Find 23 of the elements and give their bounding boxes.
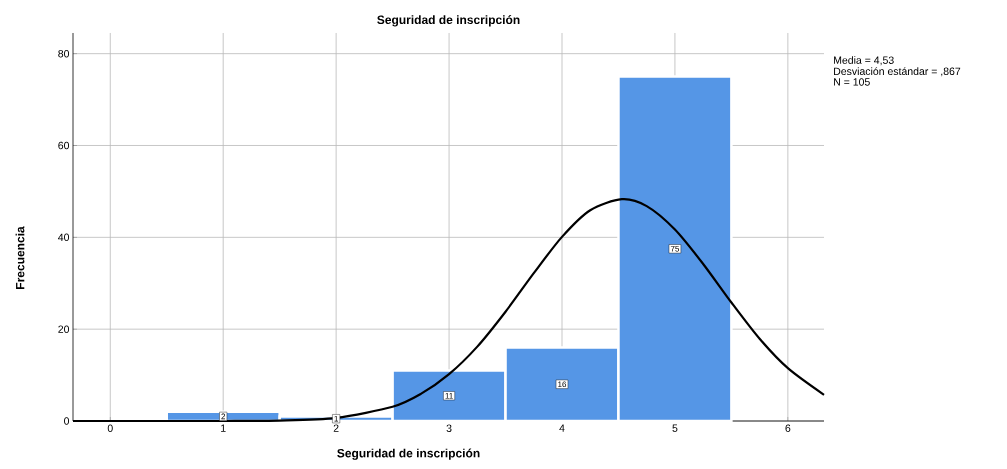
y-axis-title: Frecuencia bbox=[15, 226, 25, 289]
data-label: 11 bbox=[445, 392, 453, 399]
y-tick-label: 80 bbox=[58, 49, 70, 58]
data-label: 75 bbox=[670, 246, 680, 252]
x-tick-label: 0 bbox=[107, 424, 113, 432]
y-tick-label: 40 bbox=[58, 233, 70, 242]
text: Desviación estándar = ,867 bbox=[834, 67, 961, 77]
data-label: 1 bbox=[334, 415, 338, 422]
x-axis-title: Seguridad de inscripción bbox=[337, 448, 480, 460]
y-tick-label: 20 bbox=[58, 325, 70, 333]
x-tick-label: 6 bbox=[785, 424, 791, 432]
x-tick-label: 2 bbox=[333, 424, 339, 432]
x-tick-label: 4 bbox=[559, 424, 565, 432]
chart-title: Seguridad de inscripción bbox=[377, 15, 520, 27]
x-tick-label: 1 bbox=[221, 424, 226, 432]
y-tick-label: 60 bbox=[58, 141, 70, 150]
text: Media = 4,53 bbox=[834, 56, 894, 66]
data-label: 16 bbox=[558, 381, 567, 388]
text: N = 105 bbox=[834, 78, 870, 86]
data-label: 2 bbox=[221, 413, 226, 420]
x-tick-label: 5 bbox=[672, 424, 678, 432]
x-tick-label: 3 bbox=[446, 424, 452, 432]
y-tick-label: 0 bbox=[64, 417, 70, 425]
